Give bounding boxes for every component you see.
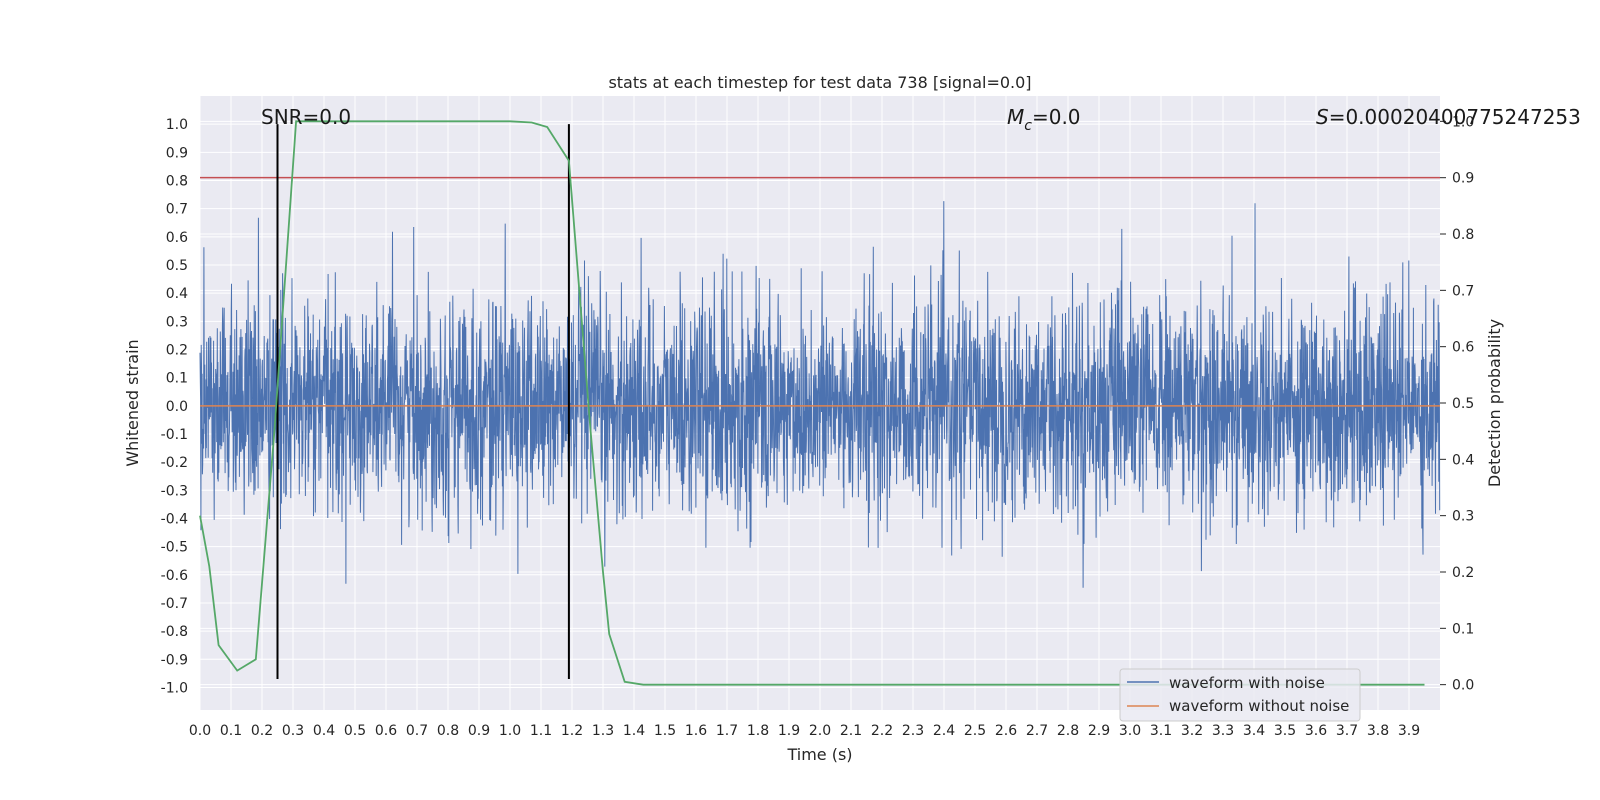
x-tick-label: 1.4 xyxy=(623,723,645,739)
y-tick-label-left: -0.5 xyxy=(161,540,188,556)
y-tick-label-left: 0.2 xyxy=(166,342,188,358)
x-tick-label: 2.6 xyxy=(995,723,1017,739)
x-tick-label: 1.3 xyxy=(592,723,614,739)
x-tick-label: 2.4 xyxy=(933,723,955,739)
y-tick-label-left: -0.4 xyxy=(161,511,188,527)
x-tick-label: 1.9 xyxy=(778,723,800,739)
x-tick-label: 1.1 xyxy=(530,723,552,739)
x-tick-label: 0.0 xyxy=(189,723,211,739)
y-tick-label-left: 0.9 xyxy=(166,145,188,161)
y-tick-label-left: -0.1 xyxy=(161,427,188,443)
y-tick-label-right: 0.2 xyxy=(1452,565,1474,581)
y-tick-label-right: 0.7 xyxy=(1452,283,1474,299)
x-tick-label: 2.7 xyxy=(1026,723,1048,739)
x-tick-label: 3.9 xyxy=(1398,723,1420,739)
x-tick-label: 1.6 xyxy=(685,723,707,739)
chirp-mass-symbol: M xyxy=(1007,105,1024,129)
significance-symbol: S xyxy=(1316,105,1329,129)
snr-annotation: SNR=0.0 xyxy=(261,105,351,129)
legend-box xyxy=(1119,668,1361,722)
y-tick-label-left: -0.8 xyxy=(161,624,188,640)
x-tick-label: 3.6 xyxy=(1305,723,1327,739)
y-tick-label-left: -0.7 xyxy=(161,596,188,612)
x-tick-label: 2.1 xyxy=(840,723,862,739)
x-tick-label: 0.2 xyxy=(251,723,273,739)
x-tick-label: 2.8 xyxy=(1057,723,1079,739)
x-tick-label: 1.5 xyxy=(654,723,676,739)
x-tick-label: 3.0 xyxy=(1119,723,1141,739)
x-tick-labels: 0.0 0.1 0.2 0.3 0.4 0.5 0.6 0.7 0.8 0.9 1.0 1.1 1.2 1… xyxy=(189,723,1420,739)
vertical-marker-group xyxy=(276,124,570,680)
significance-value: =0.00020400775247253 xyxy=(1329,105,1581,129)
x-tick-label: 1.8 xyxy=(747,723,769,739)
legend: waveform with noise waveform without noi… xyxy=(1119,668,1361,722)
legend-label-noise: waveform with noise xyxy=(1169,674,1325,692)
x-tick-label: 1.0 xyxy=(499,723,521,739)
x-tick-label: 3.8 xyxy=(1367,723,1389,739)
y-tick-label-right: 0.3 xyxy=(1452,509,1474,525)
x-tick-label: 2.9 xyxy=(1088,723,1110,739)
y-tick-label-left: -0.9 xyxy=(161,652,188,668)
y-tick-label-right: 0.8 xyxy=(1452,227,1474,243)
y-tick-label-right: 0.1 xyxy=(1452,621,1474,637)
x-tick-label: 0.4 xyxy=(313,723,335,739)
noise-waveform-path xyxy=(199,201,1441,588)
significance-annotation: S=0.00020400775247253 xyxy=(1316,105,1581,129)
y-tick-label-left: 0.3 xyxy=(166,314,188,330)
x-tick-label: 0.7 xyxy=(406,723,428,739)
y-tick-label-left: -0.6 xyxy=(161,568,188,584)
x-tick-label: 0.9 xyxy=(468,723,490,739)
x-tick-label: 3.2 xyxy=(1181,723,1203,739)
chirp-mass-subscript: c xyxy=(1024,118,1032,134)
x-tick-label: 0.8 xyxy=(437,723,459,739)
y-tick-label-left: 0.7 xyxy=(166,202,188,218)
x-tick-label: 2.5 xyxy=(964,723,986,739)
y-tick-label-left: -0.2 xyxy=(161,455,188,471)
y-tick-labels-right: 1.0 0.9 0.8 0.7 0.6 0.5 0.4 0.3 0.2 0.1 0.0 xyxy=(1440,114,1474,694)
y-tick-label-left: 0.4 xyxy=(166,286,188,302)
x-tick-label: 0.1 xyxy=(220,723,242,739)
legend-label-clean: waveform without noise xyxy=(1169,697,1349,715)
x-tick-label: 0.5 xyxy=(344,723,366,739)
y-tick-label-left: 0.8 xyxy=(166,173,188,189)
y-tick-label-left: 0.6 xyxy=(166,230,188,246)
detection-probability-line xyxy=(199,120,1425,686)
x-tick-label: 3.4 xyxy=(1243,723,1265,739)
x-tick-label: 2.2 xyxy=(871,723,893,739)
x-tick-label: 3.7 xyxy=(1336,723,1358,739)
y-tick-label-left: -1.0 xyxy=(161,680,188,696)
noise-series-group xyxy=(199,201,1441,588)
chirp-mass-value: =0.0 xyxy=(1032,105,1081,129)
y-axis-label-right: Detection probability xyxy=(1485,319,1504,487)
chart-title: stats at each timestep for test data 738… xyxy=(608,73,1031,92)
x-tick-label: 0.3 xyxy=(282,723,304,739)
y-tick-labels-left: 1.0 0.9 0.8 0.7 0.6 0.5 0.4 0.3 0.2 0.1 0.0 -0.1 -0.… xyxy=(161,117,188,696)
y-tick-label-right: 0.0 xyxy=(1452,678,1474,694)
y-axis-label-left: Whitened strain xyxy=(123,339,142,466)
x-tick-label: 0.6 xyxy=(375,723,397,739)
chirp-mass-annotation: Mc=0.0 xyxy=(1007,105,1081,134)
x-tick-label: 2.0 xyxy=(809,723,831,739)
x-tick-label: 3.1 xyxy=(1150,723,1172,739)
x-tick-label: 2.3 xyxy=(902,723,924,739)
x-tick-label: 3.3 xyxy=(1212,723,1234,739)
y-tick-label-right: 0.9 xyxy=(1452,171,1474,187)
x-tick-label: 1.2 xyxy=(561,723,583,739)
x-axis-label: Time (s) xyxy=(786,745,852,764)
y-tick-label-left: 0.0 xyxy=(166,399,188,415)
y-tick-label-right: 0.4 xyxy=(1452,452,1474,468)
y-tick-label-right: 0.6 xyxy=(1452,340,1474,356)
y-tick-label-right: 0.5 xyxy=(1452,396,1474,412)
x-tick-label: 3.5 xyxy=(1274,723,1296,739)
y-tick-label-left: 0.1 xyxy=(166,371,188,387)
y-tick-label-left: 1.0 xyxy=(166,117,188,133)
y-tick-label-right: 1.0 xyxy=(1452,114,1474,130)
y-tick-label-left: -0.3 xyxy=(161,483,188,499)
y-tick-label-left: 0.5 xyxy=(166,258,188,274)
x-tick-label: 1.7 xyxy=(716,723,738,739)
